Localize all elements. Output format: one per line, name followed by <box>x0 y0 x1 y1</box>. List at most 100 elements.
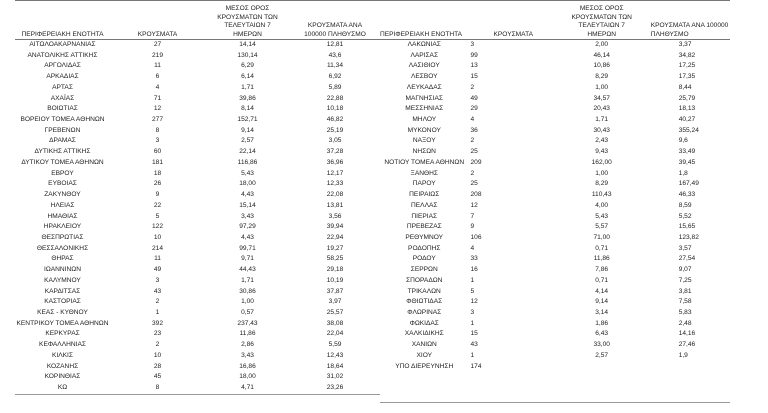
cell-region: ΙΩΑΝΝΙΝΩΝ <box>44 266 81 274</box>
cell-avg7: 0,57 <box>241 308 254 316</box>
cell-region: ΚΕΡΚΥΡΑΣ <box>45 330 80 338</box>
cell-region: ΣΠΟΡΑΔΩΝ <box>406 276 443 284</box>
table-row: ΠΕΙΡΑΙΩΣ 208 110,43 46,33 <box>380 190 730 201</box>
cell-region: ΘΕΣΣΑΛΟΝΙΚΗΣ <box>36 244 89 252</box>
cell-avg7: 8,29 <box>595 73 609 81</box>
cell-avg7: 3,43 <box>241 351 254 359</box>
cell-per100k: 39,94 <box>326 223 344 231</box>
table-row: ΑΧΑΪΑΣ 71 39,86 22,88 <box>15 94 380 105</box>
cell-region: ΚΙΛΚΙΣ <box>52 351 73 359</box>
cell-region: ΦΘΙΩΤΙΔΑΣ <box>406 298 443 306</box>
cell-region: ΔΡΑΜΑΣ <box>49 137 76 145</box>
cell-avg7: 18,00 <box>239 373 256 381</box>
cell-cases: 12 <box>470 298 478 306</box>
cell-region: ΔΥΤΙΚΟΥ ΤΟΜΕΑ ΑΘΗΝΩΝ <box>21 158 104 166</box>
cell-avg7: 152,71 <box>237 116 258 124</box>
header-avg7: ΜΕΣΟΣ ΟΡΟΣ ΚΡΟΥΣΜΑΤΩΝ ΤΩΝ ΤΕΛΕΥΤΑΙΩΝ 7 Η… <box>552 1 651 40</box>
table-row: ΚΑΛΥΜΝΟΥ 3 1,71 10,19 <box>15 276 380 287</box>
table-row: ΑΡΓΟΛΙΔΑΣ 11 6,29 11,34 <box>15 61 380 72</box>
table-row: ΖΑΚΥΝΘΟΥ 9 4,43 22,08 <box>15 190 380 201</box>
cell-avg7: 20,43 <box>593 105 610 113</box>
cell-cases: 277 <box>151 116 163 124</box>
table-row: ΚΑΣΤΟΡΙΑΣ 2 1,00 3,97 <box>15 297 380 308</box>
cell-per100k: 34,82 <box>678 51 696 59</box>
cell-region: ΝΗΣΩΝ <box>412 148 436 156</box>
cell-region: ΜΗΛΟΥ <box>412 116 437 124</box>
cell-cases: 71 <box>153 94 162 102</box>
cell-per100k: 22,88 <box>326 94 344 102</box>
cell-per100k: 38,08 <box>326 319 344 327</box>
header-cases: ΚΡΟΥΣΜΑΤΑ <box>110 1 205 40</box>
table-row: ΠΑΡΟΥ 25 8,29 167,49 <box>380 179 730 190</box>
table-row: ΕΥΒΟΙΑΣ 26 18,00 12,33 <box>15 179 380 190</box>
cell-cases: 45 <box>153 373 162 381</box>
table-row: ΛΑΚΩΝΙΑΣ 3 2,00 3,37 <box>380 40 730 51</box>
cell-cases: 43 <box>153 287 162 295</box>
cell-avg7: 4,43 <box>241 233 254 241</box>
cell-per100k: 25,57 <box>326 308 344 316</box>
cell-cases: 33 <box>470 255 478 263</box>
cell-per100k: 19,27 <box>326 244 344 252</box>
cell-cases: 2 <box>470 83 475 91</box>
cell-cases: 2 <box>470 169 475 177</box>
cell-per100k: 5,89 <box>328 83 342 91</box>
table-row: ΑΡΤΑΣ 4 1,71 5,89 <box>15 83 380 94</box>
cell-avg7: 130,14 <box>237 51 258 59</box>
table-row: ΦΩΚΙΔΑΣ 1 1,86 2,48 <box>380 319 730 330</box>
cell-per100k: 3,97 <box>328 298 342 306</box>
cell-avg7: 6,43 <box>595 330 609 338</box>
cell-cases: 11 <box>154 62 161 70</box>
table-row: ΧΙΟΥ 1 2,57 1,9 <box>380 351 730 362</box>
cell-region: ΑΧΑΪΑΣ <box>50 94 75 102</box>
cell-region: ΠΑΡΟΥ <box>412 180 436 188</box>
cell-avg7: 2,57 <box>595 351 609 359</box>
cell-cases: 208 <box>470 191 482 199</box>
cell-per100k: 22,08 <box>326 191 344 199</box>
table-row: ΘΕΣΠΡΩΤΙΑΣ 10 4,43 22,94 <box>15 233 380 244</box>
cell-cases: 49 <box>153 266 162 274</box>
table-row: ΜΗΛΟΥ 4 1,71 40,27 <box>380 115 730 126</box>
cell-per100k: 1,8 <box>678 169 688 177</box>
cell-per100k: 36,96 <box>326 158 344 166</box>
table-row: ΧΑΝΙΩΝ 43 33,00 27,46 <box>380 340 730 351</box>
cell-cases: 1 <box>470 319 475 327</box>
table-row: ΒΟΙΩΤΙΑΣ 12 8,14 10,18 <box>15 104 380 115</box>
cell-avg7: 4,14 <box>595 287 609 295</box>
cell-cases: 174 <box>470 362 482 370</box>
cell-cases: 3 <box>155 276 160 284</box>
cell-cases: 12 <box>153 105 162 113</box>
cell-per100k: 9,6 <box>678 137 688 145</box>
cell-per100k: 15,65 <box>678 223 696 231</box>
cell-cases: 2 <box>470 137 475 145</box>
table-row: ΦΘΙΩΤΙΔΑΣ 12 9,14 7,58 <box>380 297 730 308</box>
cell-per100k: 25,19 <box>326 126 344 134</box>
cell-per100k: 8,44 <box>678 83 692 91</box>
cases-table-right: ΠΕΡΙΦΕΡΕΙΑΚΗ ΕΝΟΤΗΤΑ ΚΡΟΥΣΜΑΤΑ ΜΕΣΟΣ ΟΡΟ… <box>380 1 730 372</box>
cell-avg7: 5,43 <box>595 212 609 220</box>
cell-avg7: 1,71 <box>595 116 609 124</box>
cell-avg7: 9,43 <box>595 148 609 156</box>
cell-cases: 392 <box>151 319 163 327</box>
cell-per100k: 22,04 <box>326 330 344 338</box>
cell-per100k: 123,82 <box>678 233 699 241</box>
cell-region: ΗΛΕΙΑΣ <box>50 201 75 209</box>
cell-cases: 10 <box>153 351 162 359</box>
cell-per100k: 46,33 <box>678 191 696 199</box>
cell-per100k: 39,45 <box>678 158 696 166</box>
cell-region: ΚΕΝΤΡΙΚΟΥ ΤΟΜΕΑ ΑΘΗΝΩΝ <box>16 319 109 327</box>
header-cases: ΚΡΟΥΣΜΑΤΑ <box>468 1 553 40</box>
cell-avg7: 4,71 <box>241 384 254 391</box>
cases-table-left: ΠΕΡΙΦΕΡΕΙΑΚΗ ΕΝΟΤΗΤΑ ΚΡΟΥΣΜΑΤΑ ΜΕΣΟΣ ΟΡΟ… <box>15 1 380 394</box>
table-header-row: ΠΕΡΙΦΕΡΕΙΑΚΗ ΕΝΟΤΗΤΑ ΚΡΟΥΣΜΑΤΑ ΜΕΣΟΣ ΟΡΟ… <box>380 1 730 40</box>
cell-region: ΠΕΙΡΑΙΩΣ <box>409 191 440 199</box>
cell-cases: 1 <box>470 276 475 284</box>
cell-cases: 106 <box>470 233 482 241</box>
cell-cases: 1 <box>470 351 475 359</box>
cell-avg7: 71,00 <box>593 233 610 241</box>
cell-cases: 3 <box>470 41 475 48</box>
cell-avg7: 30,86 <box>239 287 256 295</box>
cell-region: ΖΑΚΥΝΘΟΥ <box>44 191 81 199</box>
cell-region: ΚΑΣΤΟΡΙΑΣ <box>44 298 81 306</box>
cell-cases: 13 <box>470 62 478 70</box>
cell-cases: 16 <box>470 266 478 274</box>
